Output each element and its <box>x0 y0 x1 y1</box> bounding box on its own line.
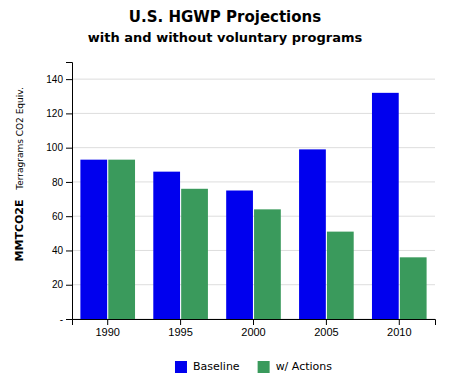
x-tick: 2010 <box>387 319 411 338</box>
y-tick: - <box>60 314 72 325</box>
plot-area: - 20 40 60 80 100 120 140 1990 1995 2000 2005 2010 <box>46 63 435 338</box>
y-tick-mark <box>66 148 72 149</box>
y-tick-label: - <box>60 314 63 325</box>
y-axis-label: Terragrams CO2 Equiv. <box>15 87 25 191</box>
x-tick-mark <box>399 319 400 325</box>
y-tick-label: 140 <box>46 74 63 85</box>
legend-swatch <box>258 361 270 373</box>
y-tick-mark <box>66 113 72 114</box>
bar <box>400 257 427 319</box>
y-tick-mark <box>66 182 72 183</box>
bar <box>254 209 281 319</box>
title: U.S. HGWP Projections <box>129 8 321 26</box>
legend: Baseline w/ Actions <box>175 360 332 373</box>
y-tick: 20 <box>52 279 72 290</box>
x-axis: 1990 1995 2000 2005 2010 <box>73 319 436 338</box>
x-tick-label: 1995 <box>168 326 192 338</box>
chart-svg: U.S. HGWP Projections with and without vo… <box>0 0 450 391</box>
y-tick-label: 120 <box>46 108 63 119</box>
bar <box>299 149 326 319</box>
title-group: U.S. HGWP Projections with and without vo… <box>88 8 363 45</box>
bar <box>372 93 399 319</box>
bar <box>108 160 135 319</box>
bar <box>327 232 354 319</box>
bar-series <box>80 93 398 319</box>
bars <box>80 93 426 319</box>
x-tick-label: 2000 <box>241 326 265 338</box>
x-tick: 1990 <box>95 319 119 338</box>
y-axis-line <box>66 63 73 320</box>
y-tick-mark <box>66 250 72 251</box>
y-tick-mark <box>66 319 72 320</box>
legend-label: Baseline <box>193 360 240 373</box>
y-tick-label: 20 <box>52 279 64 290</box>
subtitle: with and without voluntary programs <box>88 30 363 45</box>
legend-swatch <box>175 361 187 373</box>
x-tick-label: 1990 <box>95 326 119 338</box>
y-tick-label: 100 <box>46 142 63 153</box>
bar-series <box>108 160 426 319</box>
legend-label: w/ Actions <box>276 360 333 373</box>
x-tick-mark <box>253 319 254 325</box>
x-tick: 2005 <box>314 319 338 338</box>
x-tick-mark <box>107 319 108 325</box>
legend-item: w/ Actions <box>258 360 333 373</box>
y-tick-label: 40 <box>52 245 64 256</box>
bar <box>80 160 107 319</box>
y-tick-mark <box>66 79 72 80</box>
x-tick: 1995 <box>168 319 192 338</box>
y-tick: 40 <box>52 245 72 256</box>
y-tick: 140 <box>46 74 72 85</box>
y-axis-label: MMTCO2E <box>13 200 26 262</box>
y-tick: 120 <box>46 108 72 119</box>
chart-container: U.S. HGWP Projections with and without vo… <box>0 0 450 391</box>
y-tick-mark <box>66 216 72 217</box>
x-tick: 2000 <box>241 319 265 338</box>
y-tick: 60 <box>52 211 72 222</box>
bar <box>226 191 253 320</box>
bar <box>153 172 180 319</box>
legend-item: Baseline <box>175 360 240 373</box>
y-tick: 80 <box>52 177 72 188</box>
y-tick-label: 60 <box>52 211 64 222</box>
x-tick-mark <box>326 319 327 325</box>
x-tick-label: 2010 <box>387 326 411 338</box>
y-tick-label: 80 <box>52 177 64 188</box>
x-tick-label: 2005 <box>314 326 338 338</box>
y-axis: - 20 40 60 80 100 120 140 <box>46 63 72 325</box>
y-tick: 100 <box>46 142 72 153</box>
bar <box>181 189 208 319</box>
grid <box>72 79 435 319</box>
y-tick-mark <box>66 285 72 286</box>
x-tick-mark <box>180 319 181 325</box>
x-axis-line <box>73 320 436 326</box>
grid-line <box>72 79 435 80</box>
